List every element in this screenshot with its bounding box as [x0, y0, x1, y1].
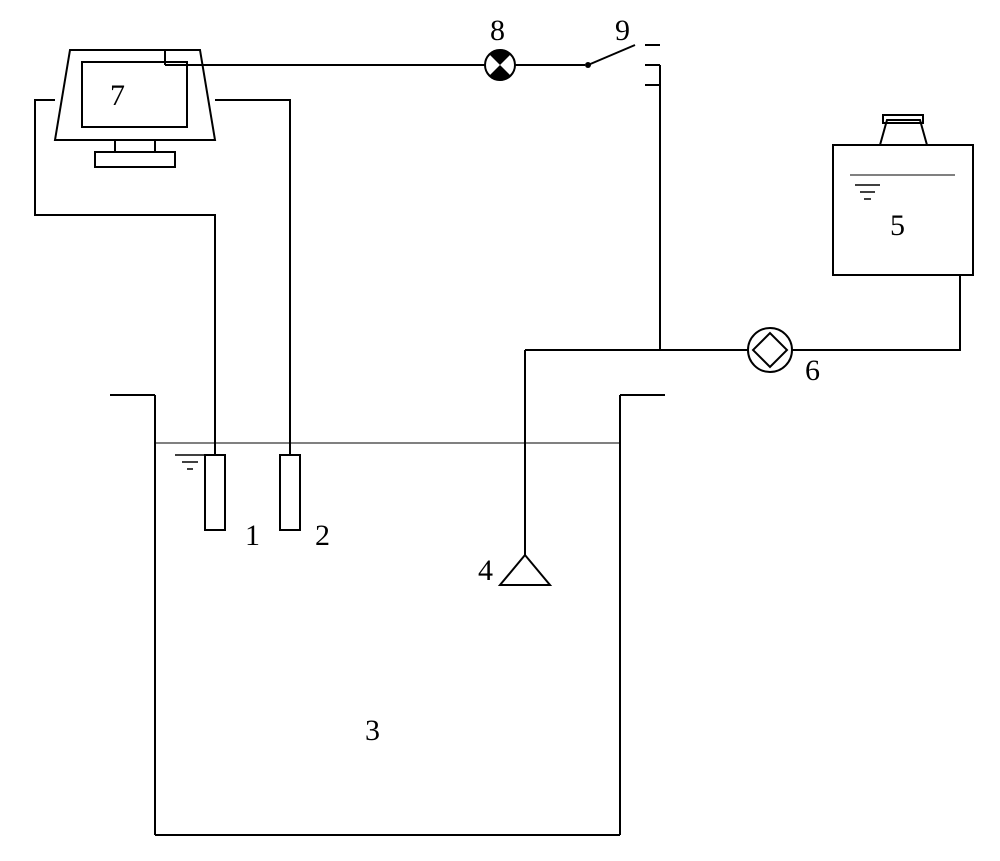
line-computer-to-valve	[165, 50, 485, 65]
pump-icon	[748, 328, 792, 372]
nozzle-icon	[500, 555, 550, 585]
reservoir	[833, 115, 973, 275]
sensor-2	[280, 455, 300, 530]
switch-icon	[585, 45, 660, 85]
label-6: 6	[805, 354, 820, 387]
label-2: 2	[315, 519, 330, 552]
valve-icon	[485, 49, 515, 81]
pipe-pump-reservoir	[792, 275, 960, 350]
schematic-diagram: 7 8 9	[0, 0, 1000, 861]
wire-computer-sensor1	[35, 100, 215, 455]
wire-computer-sensor2	[215, 100, 290, 455]
label-3: 3	[365, 714, 380, 747]
tank	[110, 395, 665, 835]
label-1: 1	[245, 519, 260, 552]
sensor-1	[205, 455, 225, 530]
label-7: 7	[110, 79, 125, 112]
label-8: 8	[490, 14, 505, 47]
label-9: 9	[615, 14, 630, 47]
label-5: 5	[890, 209, 905, 242]
computer	[55, 50, 215, 167]
label-4: 4	[478, 554, 493, 587]
